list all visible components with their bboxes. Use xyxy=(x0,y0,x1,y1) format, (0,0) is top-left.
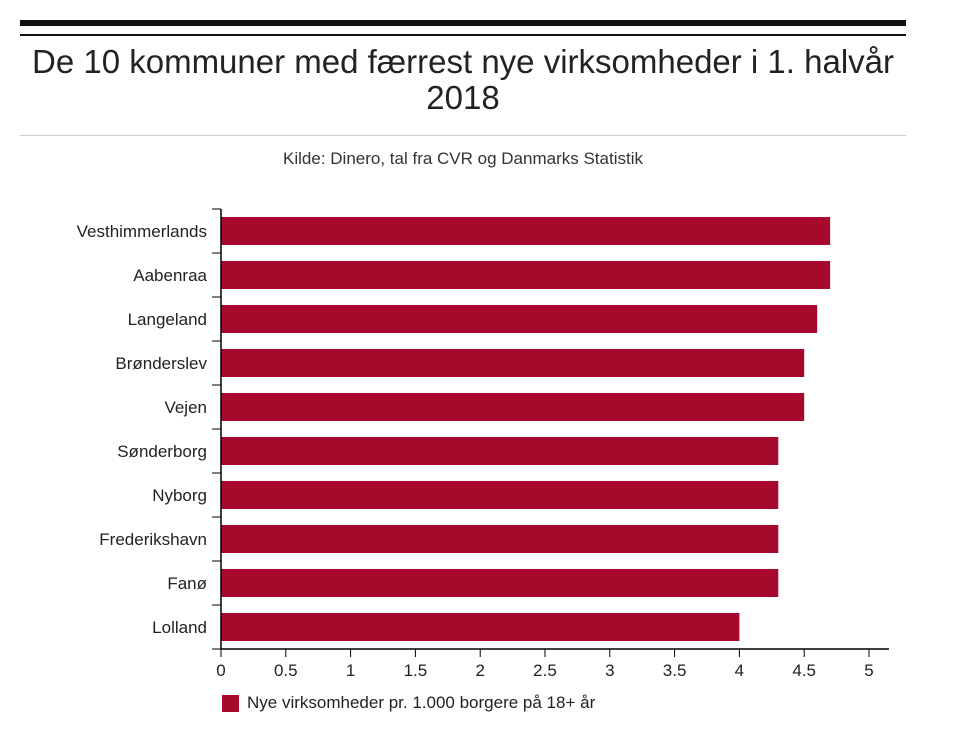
x-tick-label: 2 xyxy=(475,661,484,680)
x-tick-label: 5 xyxy=(864,661,873,680)
legend-label: Nye virksomheder pr. 1.000 borgere på 18… xyxy=(247,693,596,712)
x-tick-label: 0 xyxy=(216,661,225,680)
chart-title: De 10 kommuner med færrest nye virksomhe… xyxy=(32,43,894,116)
x-tick-label: 4 xyxy=(735,661,744,680)
y-tick-label: Langeland xyxy=(128,310,207,329)
y-tick-label: Aabenraa xyxy=(133,266,207,285)
y-tick-label: Lolland xyxy=(152,618,207,637)
bar-nyborg xyxy=(221,481,779,509)
y-tick-label: Nyborg xyxy=(152,486,207,505)
legend-swatch xyxy=(222,694,239,712)
y-tick-label: Vejen xyxy=(164,398,207,417)
bar-aabenraa xyxy=(221,261,831,289)
y-tick-label: Brønderslev xyxy=(115,354,207,373)
y-tick-label: Sønderborg xyxy=(117,442,207,461)
x-tick-label: 1.5 xyxy=(404,661,428,680)
top-rule-thin xyxy=(20,34,906,36)
x-tick-label: 3.5 xyxy=(663,661,687,680)
y-tick-label: Fanø xyxy=(167,574,207,593)
y-tick-label: Vesthimmerlands xyxy=(77,222,207,241)
legend: Nye virksomheder pr. 1.000 borgere på 18… xyxy=(222,693,595,713)
bar-langeland xyxy=(221,305,818,333)
chart-subtitle: Kilde: Dinero, tal fra CVR og Danmarks S… xyxy=(283,149,643,168)
x-tick-label: 0.5 xyxy=(274,661,298,680)
x-tick-label: 1 xyxy=(346,661,355,680)
bar-sønderborg xyxy=(221,437,779,465)
bar-lolland xyxy=(221,613,740,641)
x-tick-label: 2.5 xyxy=(533,661,557,680)
top-rule-thick xyxy=(20,20,906,26)
bar-vesthimmerlands xyxy=(221,217,831,245)
x-tick-label: 4.5 xyxy=(792,661,816,680)
y-tick-label: Frederikshavn xyxy=(99,530,207,549)
title-divider xyxy=(20,135,906,136)
bar-brønderslev xyxy=(221,349,805,377)
bar-vejen xyxy=(221,393,805,421)
bar-fanø xyxy=(221,569,779,597)
bar-frederikshavn xyxy=(221,525,779,553)
x-tick-label: 3 xyxy=(605,661,614,680)
